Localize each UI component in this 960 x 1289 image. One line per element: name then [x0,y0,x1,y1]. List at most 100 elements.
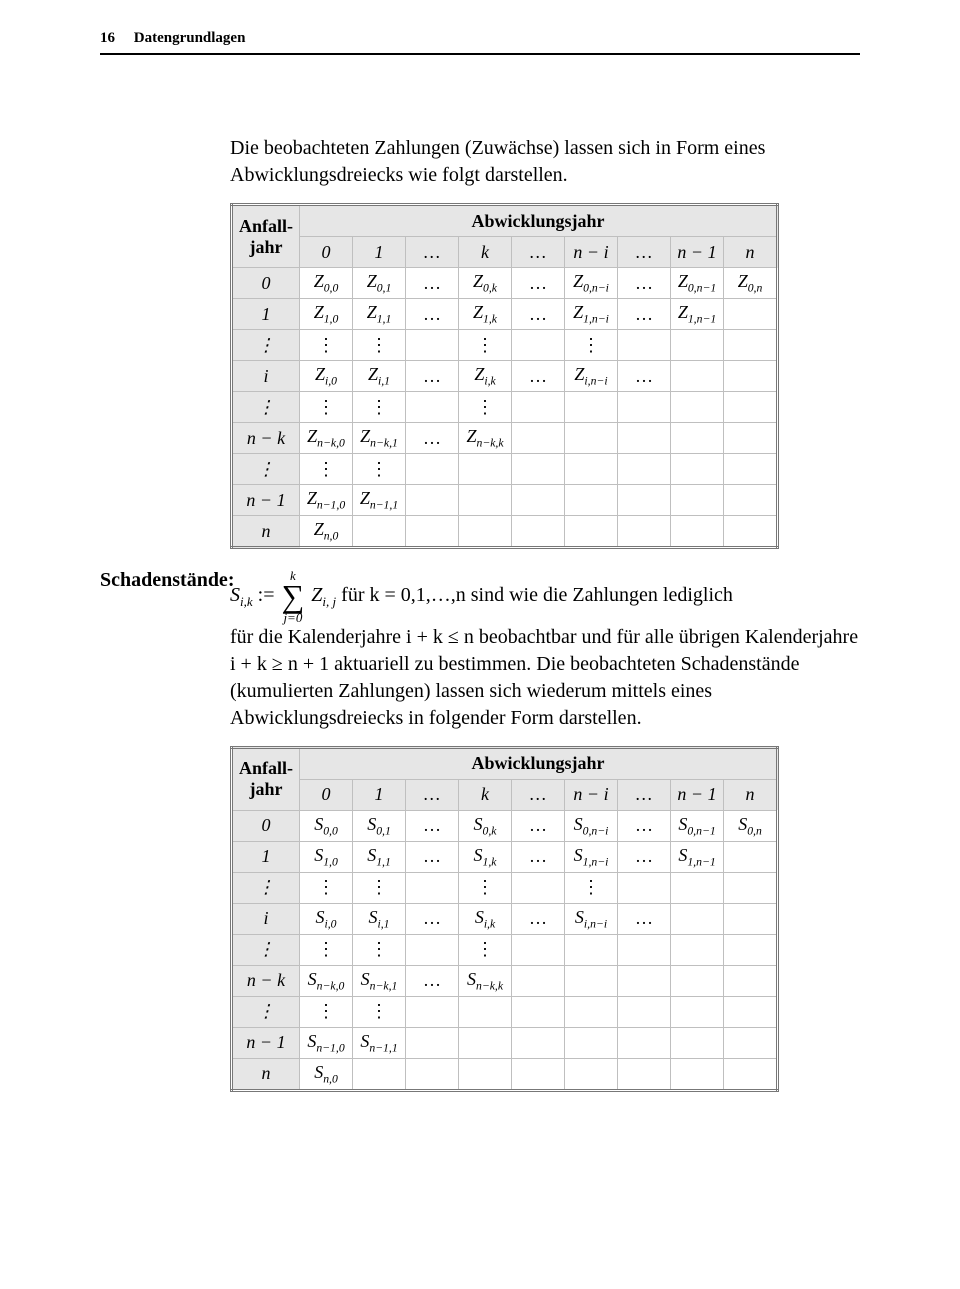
table-cell [671,423,724,454]
table-cell [671,965,724,996]
table-cell [618,423,671,454]
table-cell: ⋮ [459,330,512,361]
table-cell: Sn−k,k [459,965,512,996]
table-cell [406,485,459,516]
table-cell [406,934,459,965]
table-cell: Sn−k,0 [300,965,353,996]
table-cell [671,485,724,516]
table-cell: Si,0 [300,903,353,934]
table-cell: Zn−1,1 [353,485,406,516]
col-index: … [512,237,565,268]
table-cell [353,1058,406,1090]
table-cell [724,454,778,485]
table-cell [512,965,565,996]
table-cell [406,516,459,548]
table-cell: Z0,n [724,268,778,299]
table-cell: S1,1 [353,841,406,872]
schadenstaende-text: Si,k := k ∑ j=0 Zi, j für k = 0,1,…,n si… [230,569,860,732]
table-cell: ⋮ [459,872,512,903]
row-index: n [232,1058,300,1090]
table-cell: … [512,361,565,392]
table-cell: ⋮ [300,392,353,423]
table-cell: ⋮ [300,872,353,903]
col-index: k [459,237,512,268]
row-header: Anfall-jahr [232,205,300,268]
table-cell: Zi,k [459,361,512,392]
table-cell [565,1027,618,1058]
table-cell: Zn−1,0 [300,485,353,516]
table-cell: S0,0 [300,810,353,841]
table-cell: Zi,0 [300,361,353,392]
row-index: n − 1 [232,485,300,516]
table-cell [671,1027,724,1058]
table-cell [724,872,778,903]
table-cell: Zi,n−i [565,361,618,392]
row-index: n − k [232,965,300,996]
table-cell [565,996,618,1027]
table-cell: S0,k [459,810,512,841]
table-cell: ⋮ [565,872,618,903]
sum-symbol: k ∑ j=0 [281,569,304,624]
table-cell [724,485,778,516]
schadenstaende-block: Schadenstände: Si,k := k ∑ j=0 Zi, j für… [100,569,860,732]
col-index: 1 [353,779,406,810]
table-cell [459,485,512,516]
table-cell [671,903,724,934]
table-cell [724,361,778,392]
table-cell: … [512,299,565,330]
table-cell [724,423,778,454]
table-cell: ⋮ [300,330,353,361]
col-index: … [406,779,459,810]
table-cell: ⋮ [459,392,512,423]
table-cell [724,392,778,423]
table-cell [406,330,459,361]
col-header-2: Abwicklungsjahr [300,747,778,779]
table-cell [618,330,671,361]
row-index: 1 [232,841,300,872]
row-index: 0 [232,268,300,299]
table-row: n − 1Zn−1,0Zn−1,1 [232,485,778,516]
table-row: nSn,0 [232,1058,778,1090]
col-index-row: 01…k…n − i…n − 1n [232,237,778,268]
table-row: ⋮⋮⋮⋮ [232,934,778,965]
table-row: iZi,0Zi,1…Zi,k…Zi,n−i… [232,361,778,392]
table-cell: ⋮ [353,392,406,423]
table-cell: Z0,k [459,268,512,299]
triangle1-body: 0Z0,0Z0,1…Z0,k…Z0,n−i…Z0,n−1Z0,n1Z1,0Z1,… [232,268,778,548]
schaden-para: für die Kalenderjahre i + k ≤ n beobacht… [230,626,858,729]
table-cell: … [618,903,671,934]
table-cell: … [512,841,565,872]
row-index: ⋮ [232,392,300,423]
table-cell [618,392,671,423]
table-row: n − kSn−k,0Sn−k,1…Sn−k,k [232,965,778,996]
row-header-text: Anfall-jahr [239,216,293,257]
col-index: 0 [300,779,353,810]
table-cell: ⋮ [353,872,406,903]
table-cell: ⋮ [565,330,618,361]
table-cell [565,485,618,516]
table-cell [459,996,512,1027]
table-cell [671,516,724,548]
table-cell [565,965,618,996]
table-cell: ⋮ [353,454,406,485]
table-cell: Z0,n−1 [671,268,724,299]
table-cell: … [618,841,671,872]
table-cell: S0,n−i [565,810,618,841]
table-row: 1Z1,0Z1,1…Z1,k…Z1,n−i…Z1,n−1 [232,299,778,330]
table-row: n − 1Sn−1,0Sn−1,1 [232,1027,778,1058]
col-index: n [724,779,778,810]
table-cell [512,1058,565,1090]
table-cell: Sn,0 [300,1058,353,1090]
table-cell: Zn−k,1 [353,423,406,454]
table-cell [724,841,778,872]
row-index: ⋮ [232,330,300,361]
col-index-row-2: 01…k…n − i…n − 1n [232,779,778,810]
table-cell: ⋮ [353,996,406,1027]
table-cell [618,1027,671,1058]
table-cell [406,1058,459,1090]
table-cell [353,516,406,548]
table-cell [618,485,671,516]
table-cell: … [406,810,459,841]
row-index: i [232,361,300,392]
running-head: 16 Datengrundlagen [100,30,860,55]
